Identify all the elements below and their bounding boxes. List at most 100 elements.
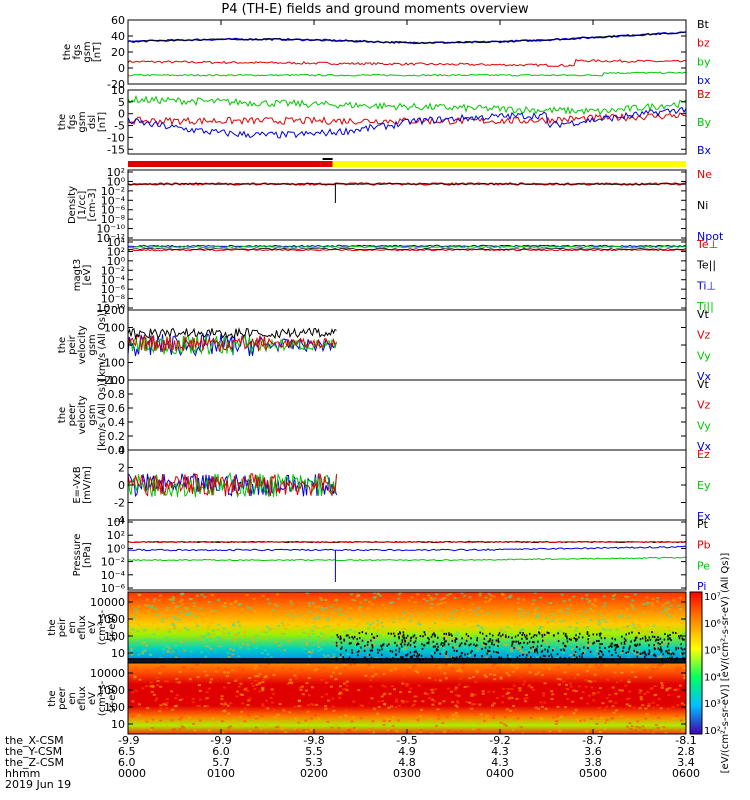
- speckle: [142, 727, 146, 730]
- y-tick-label: 0: [118, 108, 125, 121]
- speckle: [540, 658, 543, 661]
- speckle: [227, 720, 231, 723]
- speckle: [419, 729, 423, 732]
- speckle: [589, 680, 593, 683]
- speckle: [198, 719, 202, 722]
- y-tick-label: 10⁻⁴: [101, 569, 126, 582]
- speckle: [487, 599, 491, 602]
- speckle: [454, 688, 458, 691]
- speckle: [513, 622, 517, 625]
- speckle: [601, 627, 605, 630]
- speckle: [427, 641, 430, 644]
- speckle: [301, 640, 305, 643]
- speckle: [518, 654, 521, 657]
- speckle: [523, 633, 526, 636]
- speckle: [381, 625, 385, 628]
- speckle: [273, 603, 277, 606]
- speckle: [164, 643, 168, 646]
- speckle: [225, 675, 229, 678]
- speckle: [331, 697, 335, 700]
- speckle: [307, 651, 311, 654]
- speckle: [243, 688, 247, 691]
- speckle: [484, 646, 487, 649]
- speckle: [522, 653, 524, 656]
- speckle: [287, 623, 291, 626]
- speckle: [478, 703, 482, 706]
- speckle: [367, 613, 371, 616]
- speckle: [530, 647, 534, 650]
- speckle: [297, 699, 301, 702]
- y-tick-label: 4: [118, 444, 125, 457]
- speckle: [264, 631, 268, 634]
- speckle: [683, 677, 686, 680]
- speckle: [364, 674, 368, 677]
- speckle: [636, 720, 640, 723]
- speckle: [266, 676, 270, 679]
- speckle: [273, 730, 277, 733]
- speckle: [635, 644, 638, 647]
- speckle: [471, 649, 473, 652]
- speckle: [315, 703, 319, 706]
- speckle: [152, 638, 156, 641]
- speckle: [604, 664, 608, 667]
- speckle: [335, 644, 338, 647]
- speckle: [472, 703, 476, 706]
- speckle: [660, 686, 664, 689]
- speckle: [354, 728, 358, 731]
- speckle: [423, 644, 426, 647]
- x-tick-x: -9.8: [303, 734, 324, 747]
- speckle: [563, 647, 567, 650]
- speckle: [236, 634, 240, 637]
- speckle: [554, 723, 558, 726]
- speckle: [231, 624, 235, 627]
- speckle: [401, 648, 405, 651]
- speckle: [575, 645, 578, 648]
- speckle: [147, 609, 151, 612]
- speckle: [327, 699, 331, 702]
- speckle: [612, 675, 616, 678]
- speckle: [593, 673, 597, 676]
- speckle: [150, 606, 154, 609]
- speckle: [348, 628, 352, 631]
- speckle: [395, 649, 397, 652]
- speckle: [324, 707, 328, 710]
- speckle: [678, 608, 682, 611]
- speckle: [371, 649, 373, 652]
- speckle: [138, 678, 142, 681]
- speckle: [494, 641, 498, 644]
- series-Bx: [128, 106, 686, 139]
- speckle: [562, 680, 566, 683]
- speckle: [152, 621, 156, 624]
- speckle: [683, 710, 686, 713]
- speckle: [423, 631, 426, 634]
- speckle: [376, 648, 379, 651]
- speckle: [245, 642, 249, 645]
- speckle: [311, 732, 315, 734]
- speckle: [617, 645, 620, 648]
- speckle: [149, 728, 153, 731]
- speckle: [249, 607, 253, 610]
- speckle: [639, 654, 643, 657]
- speckle: [398, 633, 402, 636]
- speckle: [428, 718, 432, 721]
- speckle: [592, 652, 596, 655]
- speckle: [413, 641, 415, 644]
- speckle: [291, 618, 295, 621]
- x-tick-time: 0400: [486, 767, 514, 780]
- speckle: [528, 651, 530, 654]
- speckle: [188, 598, 192, 601]
- speckle: [253, 667, 257, 670]
- speckle: [598, 632, 601, 635]
- speckle: [332, 656, 336, 659]
- speckle: [297, 721, 301, 724]
- speckle: [443, 672, 447, 675]
- speckle: [443, 643, 446, 646]
- speckle: [220, 720, 224, 723]
- speckle: [412, 644, 416, 647]
- speckle: [338, 608, 342, 611]
- speckle: [450, 690, 454, 693]
- speckle: [641, 614, 645, 617]
- speckle: [280, 622, 284, 625]
- speckle: [651, 701, 655, 704]
- speckle: [509, 647, 513, 650]
